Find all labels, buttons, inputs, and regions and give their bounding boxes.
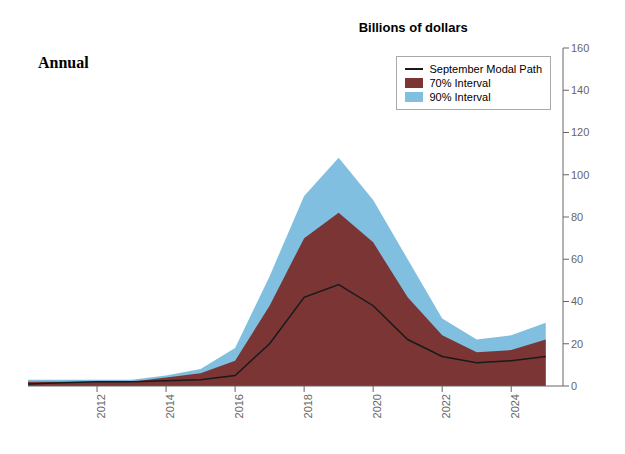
svg-text:160: 160	[571, 42, 589, 54]
html-text:Billions of dollars: Billions of dollars	[358, 20, 468, 35]
html-text:70% Interval: 70% Interval	[429, 77, 491, 89]
svg-text:2016: 2016	[233, 394, 245, 418]
svg-text:2018: 2018	[302, 394, 314, 418]
svg-text:60: 60	[571, 253, 583, 265]
html-text:Annual: Annual	[38, 54, 89, 71]
svg-text:2024: 2024	[509, 394, 521, 418]
svg-text:2022: 2022	[440, 394, 452, 418]
svg-text:140: 140	[571, 84, 589, 96]
svg-text:120: 120	[571, 126, 589, 138]
svg-text:2014: 2014	[164, 394, 176, 418]
svg-text:0: 0	[571, 380, 577, 392]
svg-text:100: 100	[571, 169, 589, 181]
svg-text:80: 80	[571, 211, 583, 223]
html-text:90% Interval: 90% Interval	[429, 91, 491, 103]
html-text:September Modal Path: September Modal Path	[429, 63, 542, 75]
svg-text:20: 20	[571, 338, 583, 350]
svg-text:2012: 2012	[95, 394, 107, 418]
svg-text:2020: 2020	[371, 394, 383, 418]
svg-text:40: 40	[571, 295, 583, 307]
